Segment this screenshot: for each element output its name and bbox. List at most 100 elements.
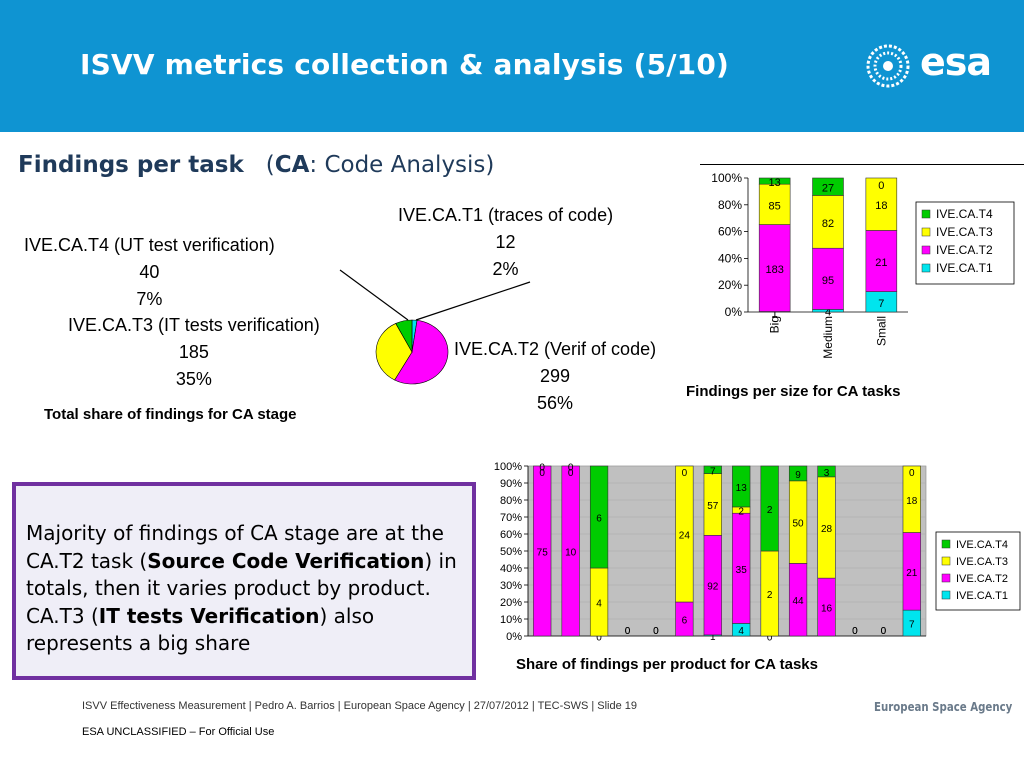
bar-segment: [758, 183, 791, 225]
y-tick-label: 70%: [500, 512, 522, 524]
product-bar-chart: 0%10%20%30%40%50%60%70%80%90%100%0750001…: [494, 461, 1021, 644]
bar-value-label: 50: [793, 519, 805, 530]
bar-value-label: 6: [596, 514, 602, 525]
section-subtitle: Findings per task (CA: Code Analysis): [18, 152, 494, 178]
bar-value-label: 85: [769, 200, 781, 212]
summary-text-2: ) in totals, then it varies product by p…: [26, 548, 457, 628]
legend-label: IVE.CA.T3: [936, 225, 993, 239]
bar-segment: [758, 177, 791, 185]
bar-segment: [732, 465, 751, 508]
y-tick-label: 80%: [500, 495, 522, 507]
legend-swatch: [921, 245, 931, 255]
bar-segment: [703, 465, 722, 474]
bar-segment: [760, 465, 779, 552]
y-tick-label: 20%: [718, 278, 742, 292]
legend-label: IVE.CA.T1: [956, 590, 1008, 602]
bar-value-label: 2: [738, 507, 744, 518]
bar-value-label: 35: [736, 565, 748, 576]
pie-label-t4-value: 40: [139, 262, 160, 282]
legend-swatch: [941, 556, 951, 566]
bar-value-label: 21: [875, 257, 887, 269]
pie-label-t3-value: 185: [178, 342, 209, 362]
bar-value-label: 4: [596, 599, 602, 610]
pie-label-t1: IVE.CA.T1 (traces of code) 12 2%: [398, 202, 613, 283]
bar-value-label: 2: [767, 590, 773, 601]
bar-segment: [589, 465, 609, 569]
y-tick-label: 90%: [500, 478, 522, 490]
bar-value-label: 0: [653, 626, 659, 637]
bar-value-label: 27: [822, 183, 834, 195]
bar-value-label: 0: [881, 626, 887, 637]
bar-value-label: 0: [653, 626, 659, 637]
pie-label-t1-value: 12: [495, 232, 516, 252]
bar-segment: [561, 465, 580, 637]
bar-value-label: 0: [539, 463, 545, 474]
pie-slice-2: [394, 319, 449, 385]
summary-box: Majority of findings of CA stage are at …: [12, 482, 476, 680]
bar-value-label: 16: [821, 604, 833, 615]
bar-segment: [788, 465, 808, 482]
pie-leader-t1: [415, 281, 531, 321]
bar-segment: [865, 177, 898, 231]
bar-value-label: 0: [568, 468, 574, 479]
y-tick-label: 0%: [725, 305, 743, 319]
summary-bold-2: IT tests Verification: [98, 603, 320, 628]
pie-label-t2-value: 299: [540, 366, 571, 386]
bar-value-label: 2: [767, 505, 773, 516]
x-category-label: Medium: [821, 316, 835, 359]
bar-value-label: 0: [909, 468, 915, 479]
pie-slice-1: [411, 319, 418, 353]
legend-label: IVE.CA.T1: [936, 261, 993, 275]
bar-segment: [758, 224, 791, 312]
bar-value-label: 0: [596, 633, 602, 644]
subtitle-bold: Findings per task: [18, 152, 244, 178]
bar-value-label: 75: [537, 548, 549, 559]
bar-segment: [902, 465, 921, 533]
y-tick-label: 40%: [500, 563, 522, 575]
pie-label-t3-pct: 35%: [175, 369, 212, 389]
esa-logo-text: esa: [920, 40, 992, 84]
y-tick-label: 60%: [718, 225, 742, 239]
bar-value-label: 18: [875, 200, 887, 212]
bar-segment: [675, 465, 694, 603]
pie-label-t1-pct: 2%: [492, 259, 519, 279]
agency-wordmark: European Space Agency: [874, 700, 1013, 714]
bar-value-label: 92: [707, 582, 719, 593]
bar-value-label: 4: [738, 626, 744, 637]
esa-logo: esa: [862, 40, 1002, 92]
bar-value-label: 7: [878, 298, 884, 310]
bar-value-label: 0: [881, 626, 887, 637]
esa-swirl-icon: [866, 44, 910, 88]
bar-value-label: 9: [795, 470, 801, 481]
y-tick-label: 20%: [500, 597, 522, 609]
bar-value-label: 6: [682, 616, 688, 627]
bar-value-label: 1: [772, 308, 778, 320]
bar-value-label: 82: [822, 218, 834, 230]
y-tick-label: 10%: [500, 614, 522, 626]
legend-swatch: [921, 227, 931, 237]
legend-swatch: [941, 590, 951, 600]
bar-value-label: 7: [909, 620, 915, 631]
y-tick-label: 40%: [718, 251, 742, 265]
product-chart-caption: Share of findings per product for CA tas…: [516, 656, 818, 673]
pie-slice-3: [375, 323, 413, 381]
bar-value-label: 28: [821, 524, 833, 535]
size-bar-chart: 0% 20% 40% 60% 80% 100% 1 183 85 13 Big 4 95 82 27 Medi…: [711, 171, 1015, 359]
bar-value-label: 3: [824, 468, 830, 479]
pie-label-t2-pct: 56%: [537, 393, 574, 413]
bar-value-label: 0: [878, 180, 884, 192]
bar-segment: [812, 195, 844, 249]
footer-text: ISVV Effectiveness Measurement | Pedro A…: [82, 700, 638, 712]
pie-label-t3: IVE.CA.T3 (IT tests verification) 185 35…: [68, 312, 320, 393]
pie-label-t3-name: IVE.CA.T3 (IT tests verification): [68, 315, 320, 335]
bar-value-label: 183: [765, 264, 783, 276]
bar-value-label: 0: [852, 626, 858, 637]
legend-swatch: [941, 539, 951, 549]
summary-text-3: ) also represents a big share: [26, 603, 375, 656]
pie-slice-4: [395, 319, 413, 354]
bar-value-label: 95: [822, 275, 834, 287]
y-tick-label: 60%: [500, 529, 522, 541]
y-tick-label: 100%: [711, 171, 742, 185]
legend-label: IVE.CA.T3: [956, 556, 1008, 568]
bar-value-label: 13: [736, 483, 748, 494]
